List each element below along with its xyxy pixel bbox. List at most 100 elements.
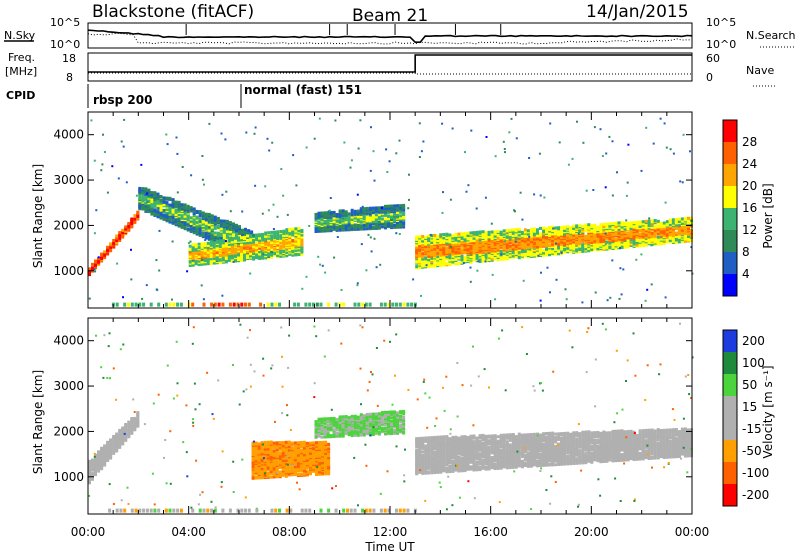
heatmap-cell (284, 444, 288, 448)
heatmap-cell (150, 197, 154, 201)
heatmap-cell (551, 225, 555, 229)
ytick-label: 3000 (53, 173, 84, 187)
heatmap-cell (200, 242, 204, 246)
heatmap-cell (645, 126, 648, 129)
heatmap-cell (536, 228, 539, 232)
heatmap-cell (415, 265, 419, 269)
heatmap-cell (674, 226, 678, 229)
heatmap-cell (209, 240, 213, 244)
heatmap-cell (88, 473, 91, 477)
heatmap-cell (262, 253, 265, 256)
heatmap-cell (484, 250, 488, 254)
heatmap-cell (287, 450, 291, 454)
heatmap-cell (149, 302, 153, 307)
nsearch-tick-top: 10^5 (706, 16, 736, 29)
heatmap-cell (656, 224, 660, 228)
heatmap-cell (347, 212, 351, 216)
heatmap-cell (611, 236, 615, 240)
heatmap-cell (282, 229, 286, 233)
heatmap-cell (585, 189, 588, 192)
heatmap-cell (120, 140, 123, 143)
heatmap-cell (180, 203, 184, 207)
heatmap-cell (200, 256, 204, 259)
heatmap-cell (463, 250, 467, 254)
heatmap-cell (373, 179, 376, 182)
heatmap-cell (274, 302, 278, 307)
heatmap-cell (517, 227, 521, 231)
heatmap-cell (496, 229, 500, 233)
heatmap-cell (192, 207, 196, 211)
heatmap-cell (219, 227, 223, 231)
heatmap-cell (599, 239, 603, 243)
heatmap-cell (305, 448, 309, 452)
heatmap-cell (115, 236, 119, 240)
heatmap-cell (656, 232, 660, 236)
heatmap-cell (150, 191, 154, 195)
heatmap-cell (230, 254, 234, 258)
heatmap-cell (94, 453, 97, 457)
heatmap-cell (677, 226, 681, 230)
heatmap-cell (203, 242, 207, 246)
heatmap-cell (421, 257, 425, 261)
heatmap-cell (601, 155, 604, 157)
heatmap-cell (502, 245, 506, 249)
heatmap-cell (368, 206, 372, 210)
heatmap-cell (91, 465, 94, 469)
heatmap-cell (374, 223, 378, 227)
heatmap-cell (203, 248, 207, 252)
heatmap-cell (611, 140, 614, 143)
heatmap-cell (616, 171, 618, 174)
heatmap-cell (546, 266, 549, 269)
heatmap-cell (156, 215, 160, 219)
heatmap-cell (529, 227, 533, 231)
heatmap-cell (332, 210, 336, 214)
heatmap-cell (121, 441, 125, 445)
heatmap-cell (186, 270, 189, 273)
heatmap-cell (266, 465, 270, 469)
heatmap-cell (484, 231, 488, 235)
heatmap-cell (618, 297, 621, 300)
heatmap-cell (275, 459, 279, 463)
heatmap-cell (478, 238, 482, 242)
heatmap-cell (421, 235, 425, 238)
heatmap-cell (614, 237, 618, 241)
heatmap-cell (677, 217, 681, 221)
heatmap-cell (635, 241, 639, 245)
heatmap-cell (326, 227, 330, 231)
heatmap-cell (159, 198, 163, 202)
heatmap-cell (300, 238, 304, 242)
heatmap-cell (335, 213, 339, 216)
heatmap-cell (300, 243, 304, 247)
heatmap-cell (565, 298, 568, 301)
heatmap-cell (514, 210, 516, 213)
heatmap-cell (321, 457, 324, 461)
heatmap-cell (338, 218, 342, 222)
heatmap-cell (213, 302, 217, 307)
heatmap-cell (366, 210, 369, 213)
heatmap-cell (665, 146, 668, 149)
heatmap-cell (172, 302, 176, 307)
heatmap-cell (481, 240, 485, 244)
heatmap-cell (261, 243, 265, 247)
heatmap-cell (285, 250, 289, 254)
heatmap-cell (442, 256, 446, 260)
heatmap-cell (138, 186, 142, 190)
heatmap-cell (596, 225, 600, 229)
heatmap-cell (97, 257, 101, 261)
heatmap-cell (533, 193, 536, 196)
heatmap-cell (370, 126, 372, 129)
heatmap-cell (263, 447, 267, 451)
heatmap-cell (571, 157, 574, 160)
heatmap-cell (299, 454, 303, 458)
heatmap-cell (466, 247, 470, 251)
heatmap-cell (683, 217, 687, 221)
heatmap-cell (528, 235, 531, 238)
heatmap-cell (201, 215, 205, 219)
heatmap-cell (605, 245, 609, 249)
heatmap-cell (578, 241, 582, 245)
heatmap-cell (177, 206, 181, 210)
heatmap-cell (626, 244, 630, 248)
heatmap-cell (626, 226, 630, 230)
heatmap-cell (384, 224, 387, 228)
